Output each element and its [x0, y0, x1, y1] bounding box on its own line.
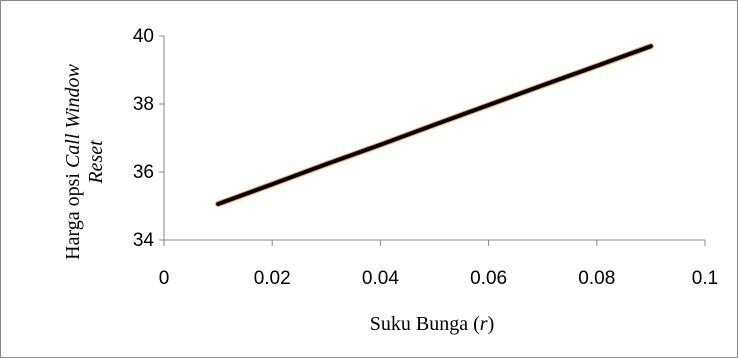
- y-tick-label: 40: [133, 26, 154, 47]
- y-axis-title-part: Harga opsi: [62, 168, 84, 260]
- x-axis-title-variable: r: [480, 313, 488, 335]
- x-tick-label: 0.06: [470, 268, 507, 289]
- y-tick-label: 38: [133, 94, 154, 115]
- x-axis-title-part: ): [488, 313, 495, 335]
- x-tick-label: 0.02: [254, 268, 291, 289]
- x-tick-label: 0.1: [692, 268, 718, 289]
- y-axis-title-italic: Call Window: [62, 63, 84, 168]
- y-axis-title-part: eset: [85, 140, 107, 172]
- series-line: [216, 44, 653, 206]
- y-tick-label: 34: [133, 230, 155, 251]
- y-axis-title-part: R: [85, 171, 107, 184]
- x-tick-label: 0: [159, 268, 170, 289]
- x-axis-title-part: Suku Bunga (: [370, 313, 480, 335]
- y-tick-label: 36: [133, 162, 154, 183]
- y-axis-title-line-2: Reset: [85, 140, 107, 185]
- y-axis-title-line-1: Harga opsi Call Window: [62, 63, 84, 259]
- x-tick-label: 0.08: [578, 268, 615, 289]
- x-tick-label: 0.04: [362, 268, 399, 289]
- x-axis-title: Suku Bunga (r): [370, 313, 494, 335]
